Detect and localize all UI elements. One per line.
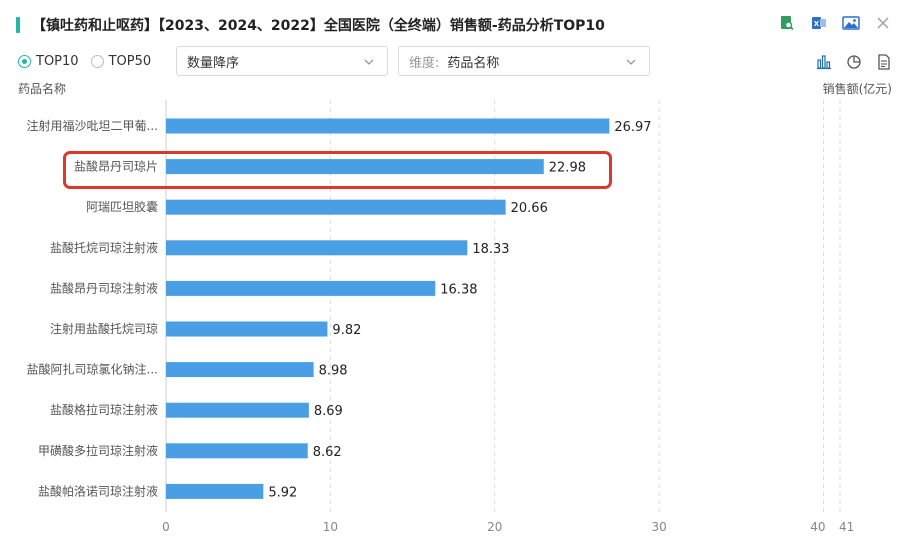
category-label: 盐酸帕洛诺司琼注射液	[38, 483, 158, 498]
data-label: 8.62	[313, 445, 342, 460]
bar	[166, 362, 314, 378]
bar	[166, 159, 544, 175]
data-label: 9.82	[332, 323, 361, 338]
category-label: 注射用福沙吡坦二甲葡...	[27, 118, 158, 133]
top10-radio[interactable]: TOP10	[18, 54, 79, 69]
chevron-down-icon	[364, 59, 374, 65]
data-label: 22.98	[549, 161, 586, 176]
sort-select-value: 数量降序	[187, 55, 240, 71]
x-tick-label: 30	[652, 520, 667, 534]
data-label: 8.69	[314, 404, 343, 419]
sort-select[interactable]: 数量降序	[176, 46, 388, 76]
chevron-down-icon	[626, 59, 636, 65]
bar	[166, 402, 309, 418]
document-icon[interactable]	[876, 54, 892, 70]
data-label: 16.38	[440, 282, 477, 297]
category-label: 注射用盐酸托烷司琼	[50, 321, 158, 336]
category-label: 盐酸昂丹司琼注射液	[50, 280, 158, 295]
close-icon[interactable]	[874, 14, 892, 32]
top10-label: TOP10	[36, 53, 79, 69]
y-axis-caption: 药品名称	[18, 82, 67, 96]
category-label: 盐酸格拉司琼注射液	[50, 402, 158, 417]
category-label: 甲磺酸多拉司琼注射液	[38, 443, 158, 458]
toolbar-icons: X	[778, 14, 892, 32]
bar	[166, 199, 506, 215]
dimension-prefix: 维度:	[409, 55, 440, 71]
svg-text:X: X	[814, 20, 820, 28]
x-axis-caption: 销售额(亿元)	[822, 82, 892, 96]
data-label: 26.97	[614, 120, 651, 135]
data-label: 18.33	[472, 242, 509, 257]
x-tick-label: 20	[487, 520, 502, 534]
bar	[166, 483, 264, 499]
x-tick-label: 40	[810, 520, 825, 534]
x-tick-label: 41	[839, 520, 854, 534]
category-label: 阿瑞匹坦胶囊	[86, 199, 158, 214]
radio-dot-icon	[18, 54, 31, 68]
x-tick-label: 10	[323, 520, 338, 534]
chart-title: 【镇吐药和止呕药】【2023、2024、2022】全国医院（全终端）销售额-药品…	[32, 18, 605, 34]
dimension-select[interactable]: 维度: 药品名称	[398, 46, 650, 76]
dimension-select-value: 药品名称	[447, 55, 500, 71]
bar	[166, 240, 468, 256]
excel-icon[interactable]: X	[810, 14, 828, 32]
top50-label: TOP50	[108, 53, 152, 69]
image-icon[interactable]	[842, 14, 860, 32]
search-doc-icon[interactable]	[778, 14, 796, 32]
bar	[166, 280, 436, 296]
bar	[166, 443, 308, 459]
topn-radio-group: TOP10 TOP50	[18, 46, 163, 76]
bar-chart-icon[interactable]	[816, 54, 832, 70]
data-label: 20.66	[511, 201, 548, 216]
bar	[166, 321, 328, 337]
category-label: 盐酸昂丹司琼片	[74, 159, 158, 174]
pie-chart-icon[interactable]	[846, 54, 862, 70]
data-label: 8.98	[319, 364, 348, 379]
x-tick-label: 0	[162, 520, 170, 534]
bar	[166, 118, 610, 134]
view-switch-icons	[816, 54, 892, 70]
data-label: 5.92	[268, 485, 297, 500]
category-label: 盐酸托烷司琼注射液	[50, 240, 158, 255]
category-label: 盐酸阿扎司琼氯化钠注...	[27, 362, 158, 377]
chart-title-bar: 【镇吐药和止呕药】【2023、2024、2022】全国医院（全终端）销售额-药品…	[16, 14, 605, 36]
radio-dot-icon	[90, 54, 104, 68]
title-accent-bar	[16, 17, 20, 33]
top50-radio[interactable]: TOP50	[90, 53, 152, 69]
